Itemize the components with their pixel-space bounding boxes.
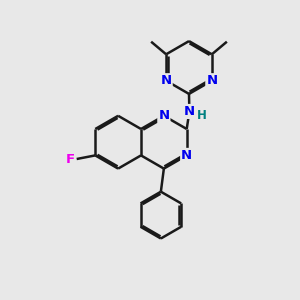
Text: H: H — [197, 109, 207, 122]
Text: F: F — [65, 153, 75, 166]
Text: N: N — [184, 105, 195, 118]
Text: N: N — [160, 74, 172, 87]
Text: N: N — [158, 109, 169, 122]
Text: N: N — [206, 74, 218, 87]
Text: N: N — [181, 149, 192, 162]
